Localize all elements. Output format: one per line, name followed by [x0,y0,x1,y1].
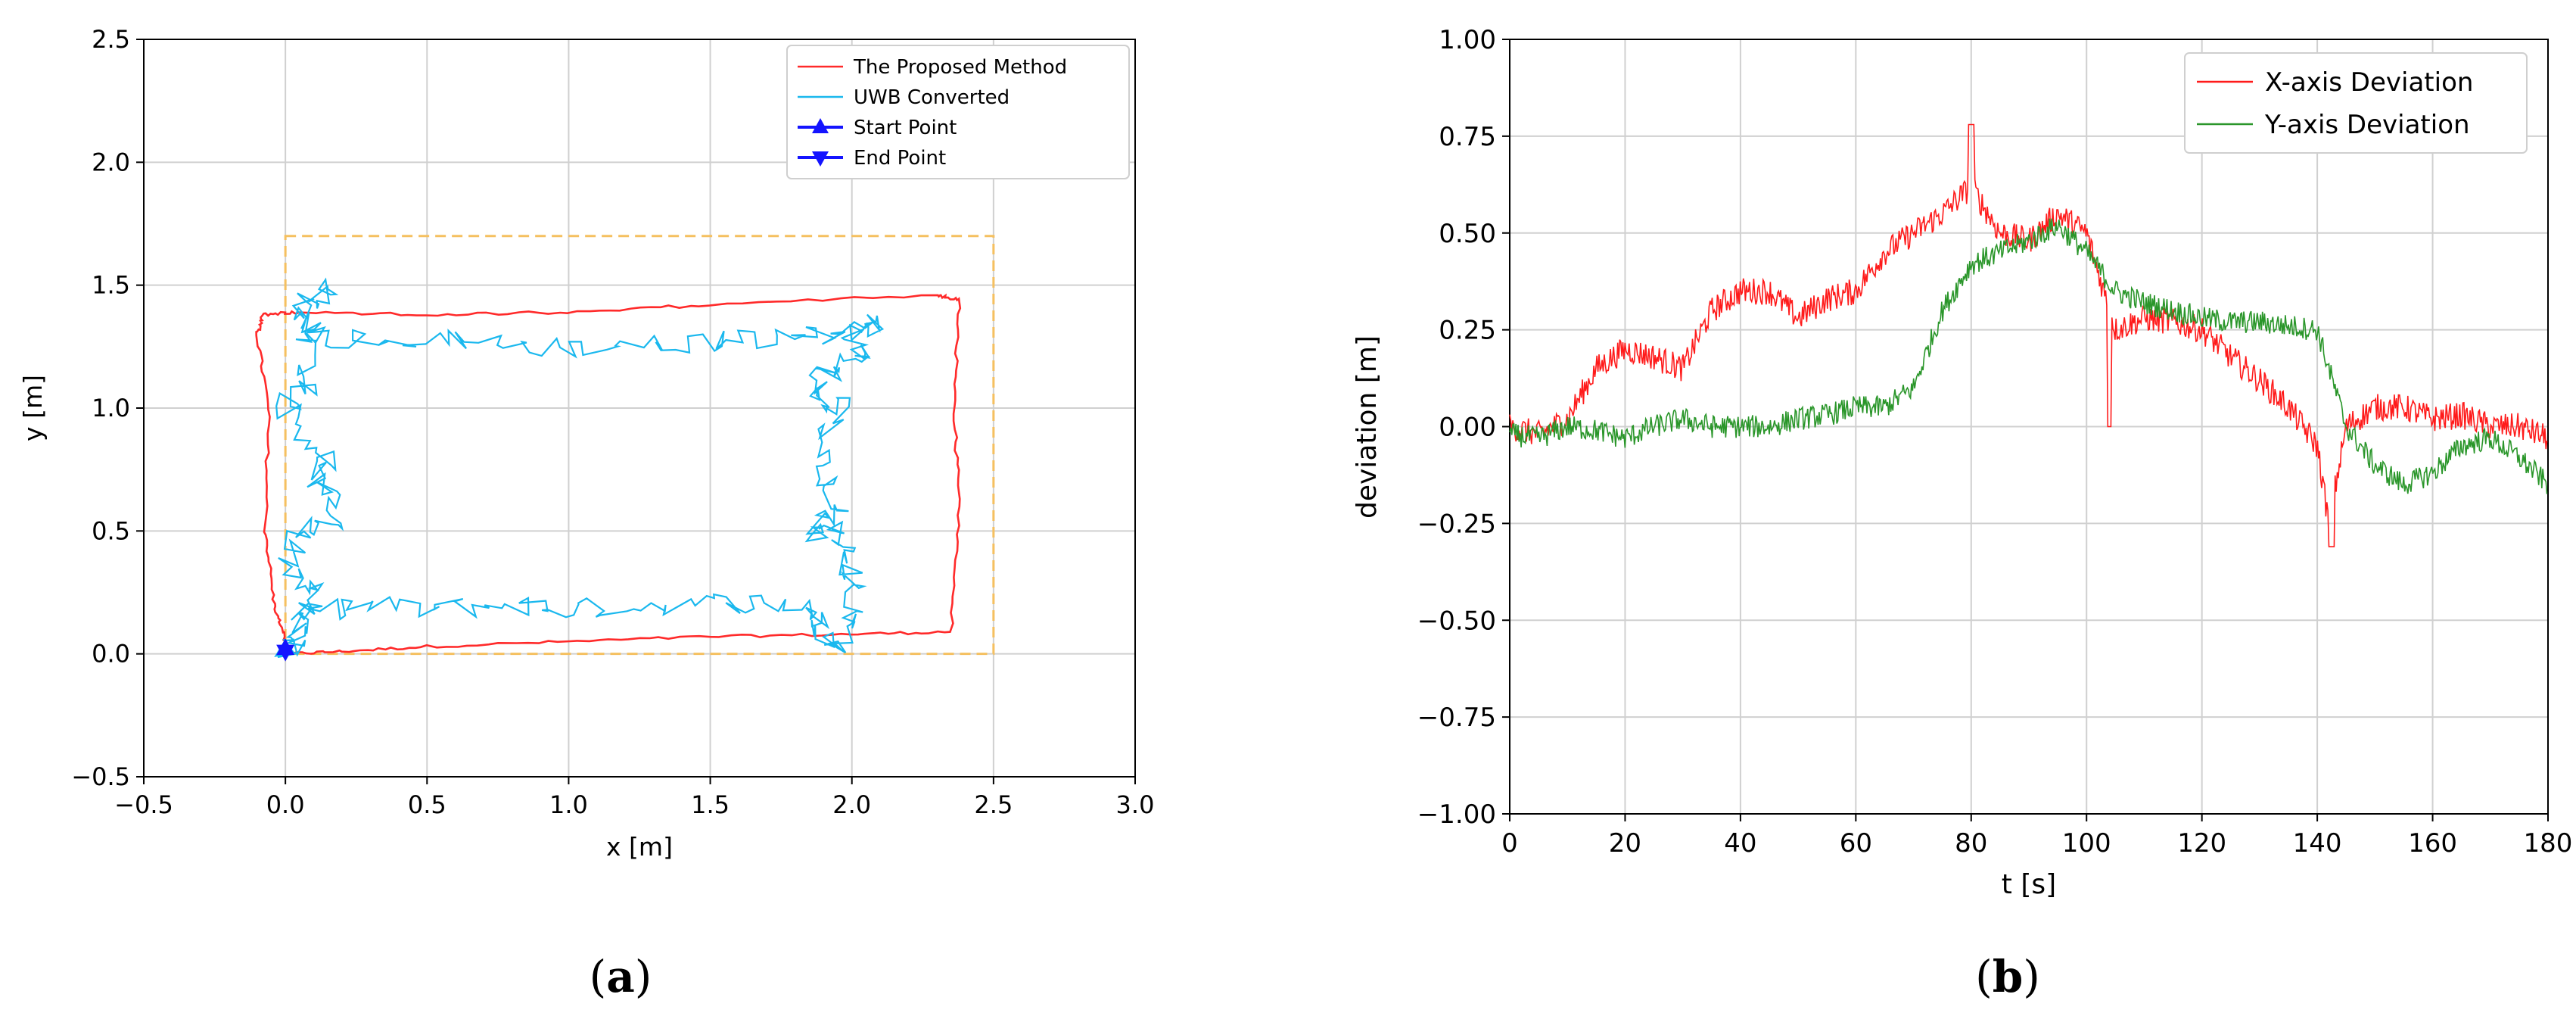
panel-a-legend: The Proposed Method UWB Converted Start Po… [786,45,1130,179]
panel-a-x-tick-label: 1.5 [691,790,730,819]
panel-b-y-tick-label: −0.25 [1417,509,1496,539]
panel-a-y-tick-label: 2.0 [92,148,130,176]
panel-b-y-tick-label: 1.00 [1439,25,1496,55]
panel-b-y-tick-label: −0.75 [1417,703,1496,733]
panel-b-ticks: 0 20 40 60 80 100 120 140 160 180 −1.00 −0.75 −0.50 −… [1417,25,2573,859]
panel-a-y-tick-label: −0.5 [71,762,130,791]
panel-b-legend-box [2184,52,2528,154]
panel-a-legend-start-marker [812,118,829,133]
panel-b-y-axis-label: deviation [m] [1352,335,1383,519]
panel-b-x-tick-label: 20 [1609,828,1641,859]
panel-a-y-tick-label: 1.5 [92,271,130,300]
panel-a-x-tick-label: 0.5 [408,790,446,819]
panel-a-y-tick-label: 0.0 [92,640,130,669]
panel-a-y-tick-label: 2.5 [92,25,130,54]
panel-a-legend-end-marker [812,151,829,167]
panel-b-x-tick-label: 80 [1955,828,1987,859]
panel-a-reference-rectangle [284,235,995,656]
panel-a-series-proposed-method [255,293,962,656]
panel-a-trajectory-chart: −0.5 0.0 0.5 1.0 1.5 2.0 2.5 3.0 −0.5 0.0 0.5 1.0 1.… [18,25,1154,1002]
panel-b-y-tick-label: 0.00 [1439,413,1496,443]
panel-b-x-tick-label: 180 [2524,828,2573,859]
panel-a-series-uwb-converted [274,277,885,659]
panel-b-y-tick-label: 0.25 [1439,316,1496,346]
panel-b-caption-open: ( [1975,951,1993,1002]
panel-a-x-tick-label: 3.0 [1116,790,1155,819]
panel-b-y-tick-label: 0.75 [1439,122,1496,152]
panel-a-end-point-marker [276,644,295,662]
panel-b-x-tick-label: 0 [1501,828,1518,859]
panel-b-y-tick-label: 0.50 [1439,219,1496,249]
panel-b-x-tick-label: 160 [2408,828,2457,859]
panel-b-caption-letter: b [1993,951,2024,1002]
panel-a-caption: (a) [590,951,652,1002]
panel-b-caption: (b) [1975,951,2040,1002]
panel-a-legend-label-end: End Point [854,147,946,170]
panel-a-y-tick-label: 0.5 [92,516,130,545]
panel-a-legend-label-uwb: UWB Converted [854,86,1010,109]
panel-b-deviation-chart: 0 20 40 60 80 100 120 140 160 180 −1.00 −0.75 −0.50 −… [1352,25,2572,1002]
panel-b-x-tick-label: 40 [1724,828,1756,859]
panel-a-x-tick-label: 2.5 [974,790,1013,819]
panel-a-y-tick-label: 1.0 [92,394,130,422]
panel-b-legend-label-y: Y-axis Deviation [2264,110,2470,140]
panel-b-data-layer [1509,123,2548,547]
panel-b-x-tick-label: 120 [2177,828,2226,859]
panel-a-legend-box [786,45,1130,179]
panel-a-y-axis-label: y [m] [18,375,48,441]
panel-b-x-tick-label: 140 [2293,828,2342,859]
panel-a-x-tick-label: 0.0 [266,790,305,819]
panel-b-series-x-axis-deviation [1509,123,2548,547]
panel-a-legend-label-proposed: The Proposed Method [853,56,1067,79]
panel-a-x-tick-label: 2.0 [832,790,871,819]
panel-b-y-tick-label: −1.00 [1417,799,1496,830]
panel-a-caption-letter: a [606,951,635,1002]
panel-b-caption-close: ) [2023,951,2040,1002]
panel-a-x-tick-label: −0.5 [114,790,173,819]
panel-b-legend-label-x: X-axis Deviation [2265,67,2473,98]
panel-a-legend-label-start: Start Point [854,117,957,139]
panel-b-x-axis-label: t [s] [2002,869,2056,900]
panel-a-x-axis-label: x [m] [606,832,673,862]
panel-a-x-tick-label: 1.0 [549,790,588,819]
panel-b-x-tick-label: 60 [1840,828,1872,859]
panel-a-ticks: −0.5 0.0 0.5 1.0 1.5 2.0 2.5 3.0 −0.5 0.0 0.5 1.0 1.… [71,25,1154,819]
panel-b-series-y-axis-deviation [1509,218,2548,494]
panel-b-legend: X-axis Deviation Y-axis Deviation [2184,52,2528,154]
panel-b-y-tick-label: −0.50 [1417,606,1496,636]
panel-a-caption-open: ( [590,951,607,1002]
panel-b-x-tick-label: 100 [2062,828,2111,859]
panel-a-caption-close: ) [635,951,652,1002]
panel-a-data-layer [255,235,995,662]
